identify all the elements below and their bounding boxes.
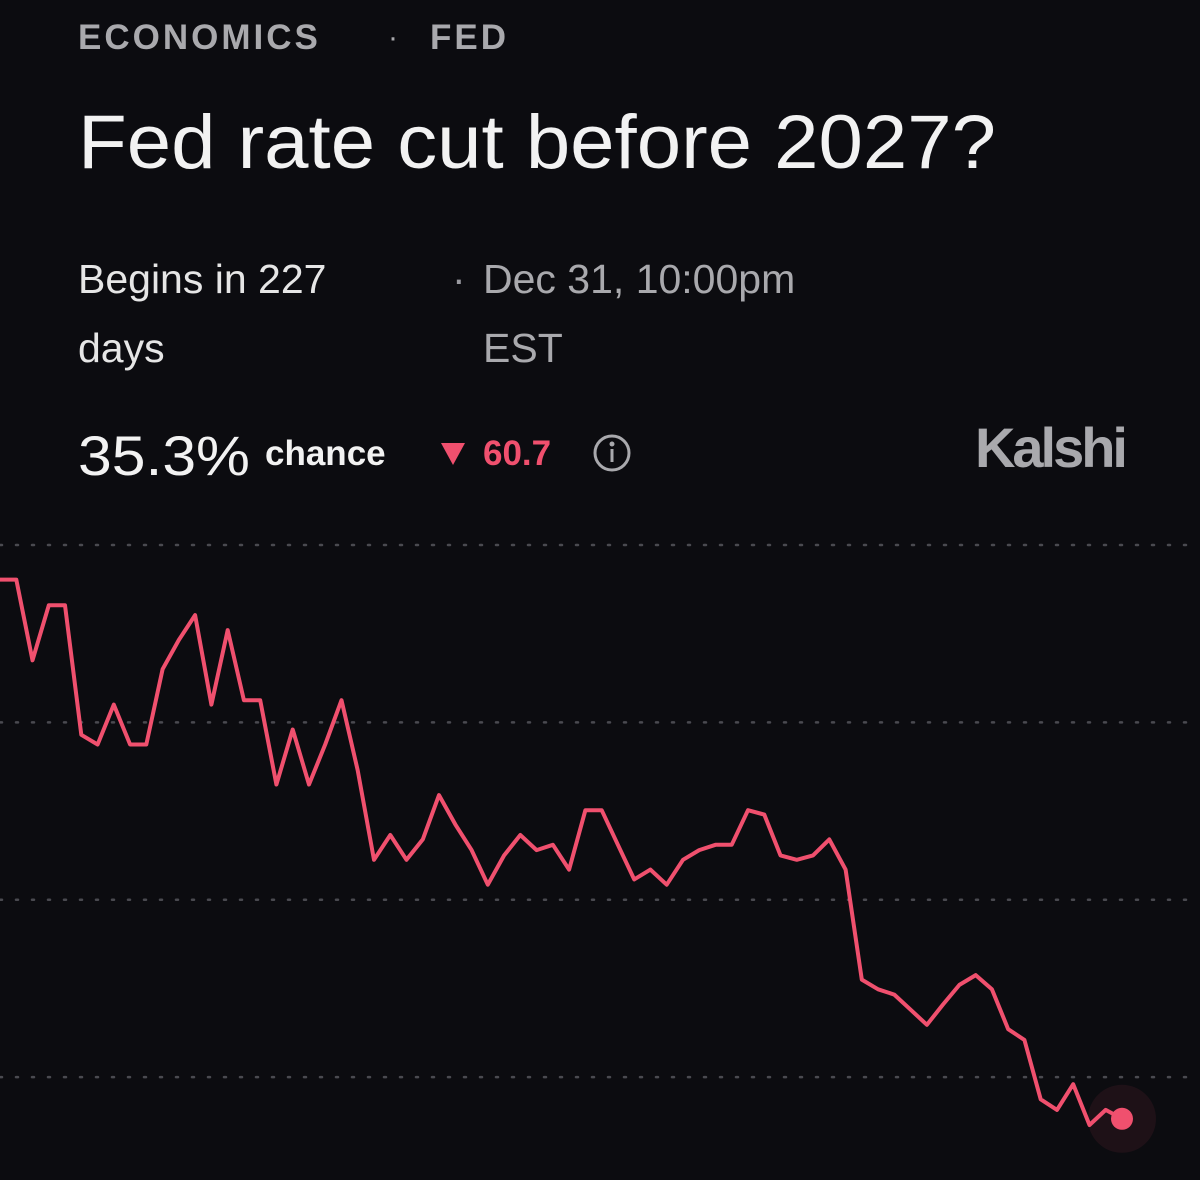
subcategory[interactable]: FED (430, 18, 509, 57)
date-line: EST (483, 325, 563, 371)
info-icon[interactable] (593, 434, 631, 472)
begins-line: days (78, 325, 165, 371)
price-line (0, 577, 1123, 1127)
separator: · (452, 256, 466, 302)
title: Fed rate cut before 2027? (78, 100, 996, 185)
begins-line: Begins in 227 (78, 256, 326, 302)
date-line: Dec 31, 10:00pm (483, 256, 795, 302)
change-value: 60.7 (483, 434, 551, 473)
down-arrow (441, 443, 465, 465)
category[interactable]: ECONOMICS (78, 18, 321, 57)
chance-value: 35.3% (78, 424, 250, 487)
brand: Kalshi (975, 416, 1125, 479)
separator: · (388, 21, 398, 54)
chance-word: chance (265, 434, 386, 473)
end-dot (1111, 1107, 1133, 1130)
